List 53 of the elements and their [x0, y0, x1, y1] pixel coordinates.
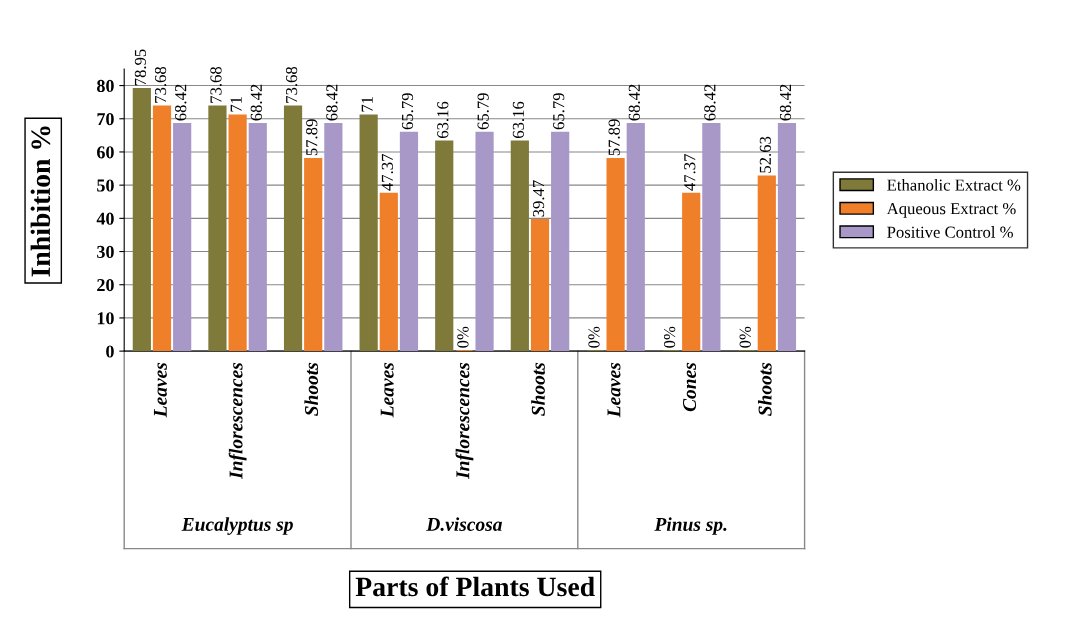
x-tick-label: Leaves: [153, 362, 167, 418]
text: Eucalyptus sp: [181, 517, 293, 535]
data-label: 73.68: [210, 66, 222, 103]
x-tick-label: Leaves: [380, 362, 394, 418]
data-label: 57.89: [608, 119, 620, 156]
x-tick-label: Inflorescences: [455, 362, 474, 480]
data-label: 71: [361, 97, 373, 112]
data-label: 68.42: [175, 84, 187, 121]
data-label: 52.63: [759, 136, 772, 173]
y-tick-label: 20: [97, 278, 114, 292]
legend-label: Aqueous Extract %: [886, 203, 1016, 218]
legend-label: Ethanolic Extract %: [887, 178, 1021, 191]
data-label: 0%: [739, 326, 751, 348]
data-label: 68.42: [628, 84, 640, 121]
text: D.viscosa: [426, 517, 503, 532]
data-label: 57.89: [306, 119, 318, 156]
data-label: 65.79: [477, 93, 489, 130]
data-label: 68.42: [250, 84, 262, 121]
text: Pinus sp.: [654, 517, 727, 535]
x-tick-label: Cones: [683, 362, 697, 412]
data-label: 65.79: [401, 93, 414, 130]
x-tick-label: Leaves: [607, 362, 621, 418]
y-tick-label: 30: [97, 245, 114, 258]
data-label: 68.42: [704, 84, 716, 121]
data-label: 73.68: [285, 66, 298, 103]
data-label: 68.42: [779, 84, 792, 121]
y-tick-label: 0: [106, 345, 114, 358]
x-tick-label: Shoots: [531, 362, 545, 416]
data-label: 47.37: [684, 154, 696, 191]
y-tick-label: 10: [97, 312, 114, 325]
x-axis-title: Parts of Plants Used: [355, 576, 595, 597]
data-label: 0%: [663, 326, 676, 348]
x-tick-label: Shoots: [757, 362, 772, 416]
y-tick-label: 40: [96, 212, 114, 225]
data-label: 39.47: [532, 180, 545, 217]
data-label: 63.16: [512, 101, 525, 138]
y-axis-title: Inhibition %: [30, 126, 51, 277]
data-label: 0%: [588, 326, 600, 348]
y-tick-label: 60: [97, 146, 114, 159]
data-label: 65.79: [553, 93, 565, 130]
data-label: 78.95: [134, 49, 147, 86]
data-label: 73.68: [154, 66, 167, 103]
data-label: 0%: [457, 326, 469, 348]
y-tick-label: 50: [97, 179, 114, 192]
data-label: 47.37: [381, 154, 394, 191]
x-tick-label: Inflorescences: [228, 362, 247, 480]
x-tick-label: Shoots: [304, 362, 319, 416]
y-tick-label: 80: [97, 79, 114, 93]
y-tick-label: 70: [97, 113, 114, 126]
data-label: 63.16: [437, 101, 449, 138]
legend-label: Positive Control %: [887, 226, 1013, 238]
data-label: 71: [230, 97, 242, 112]
data-label: 68.42: [326, 84, 338, 121]
